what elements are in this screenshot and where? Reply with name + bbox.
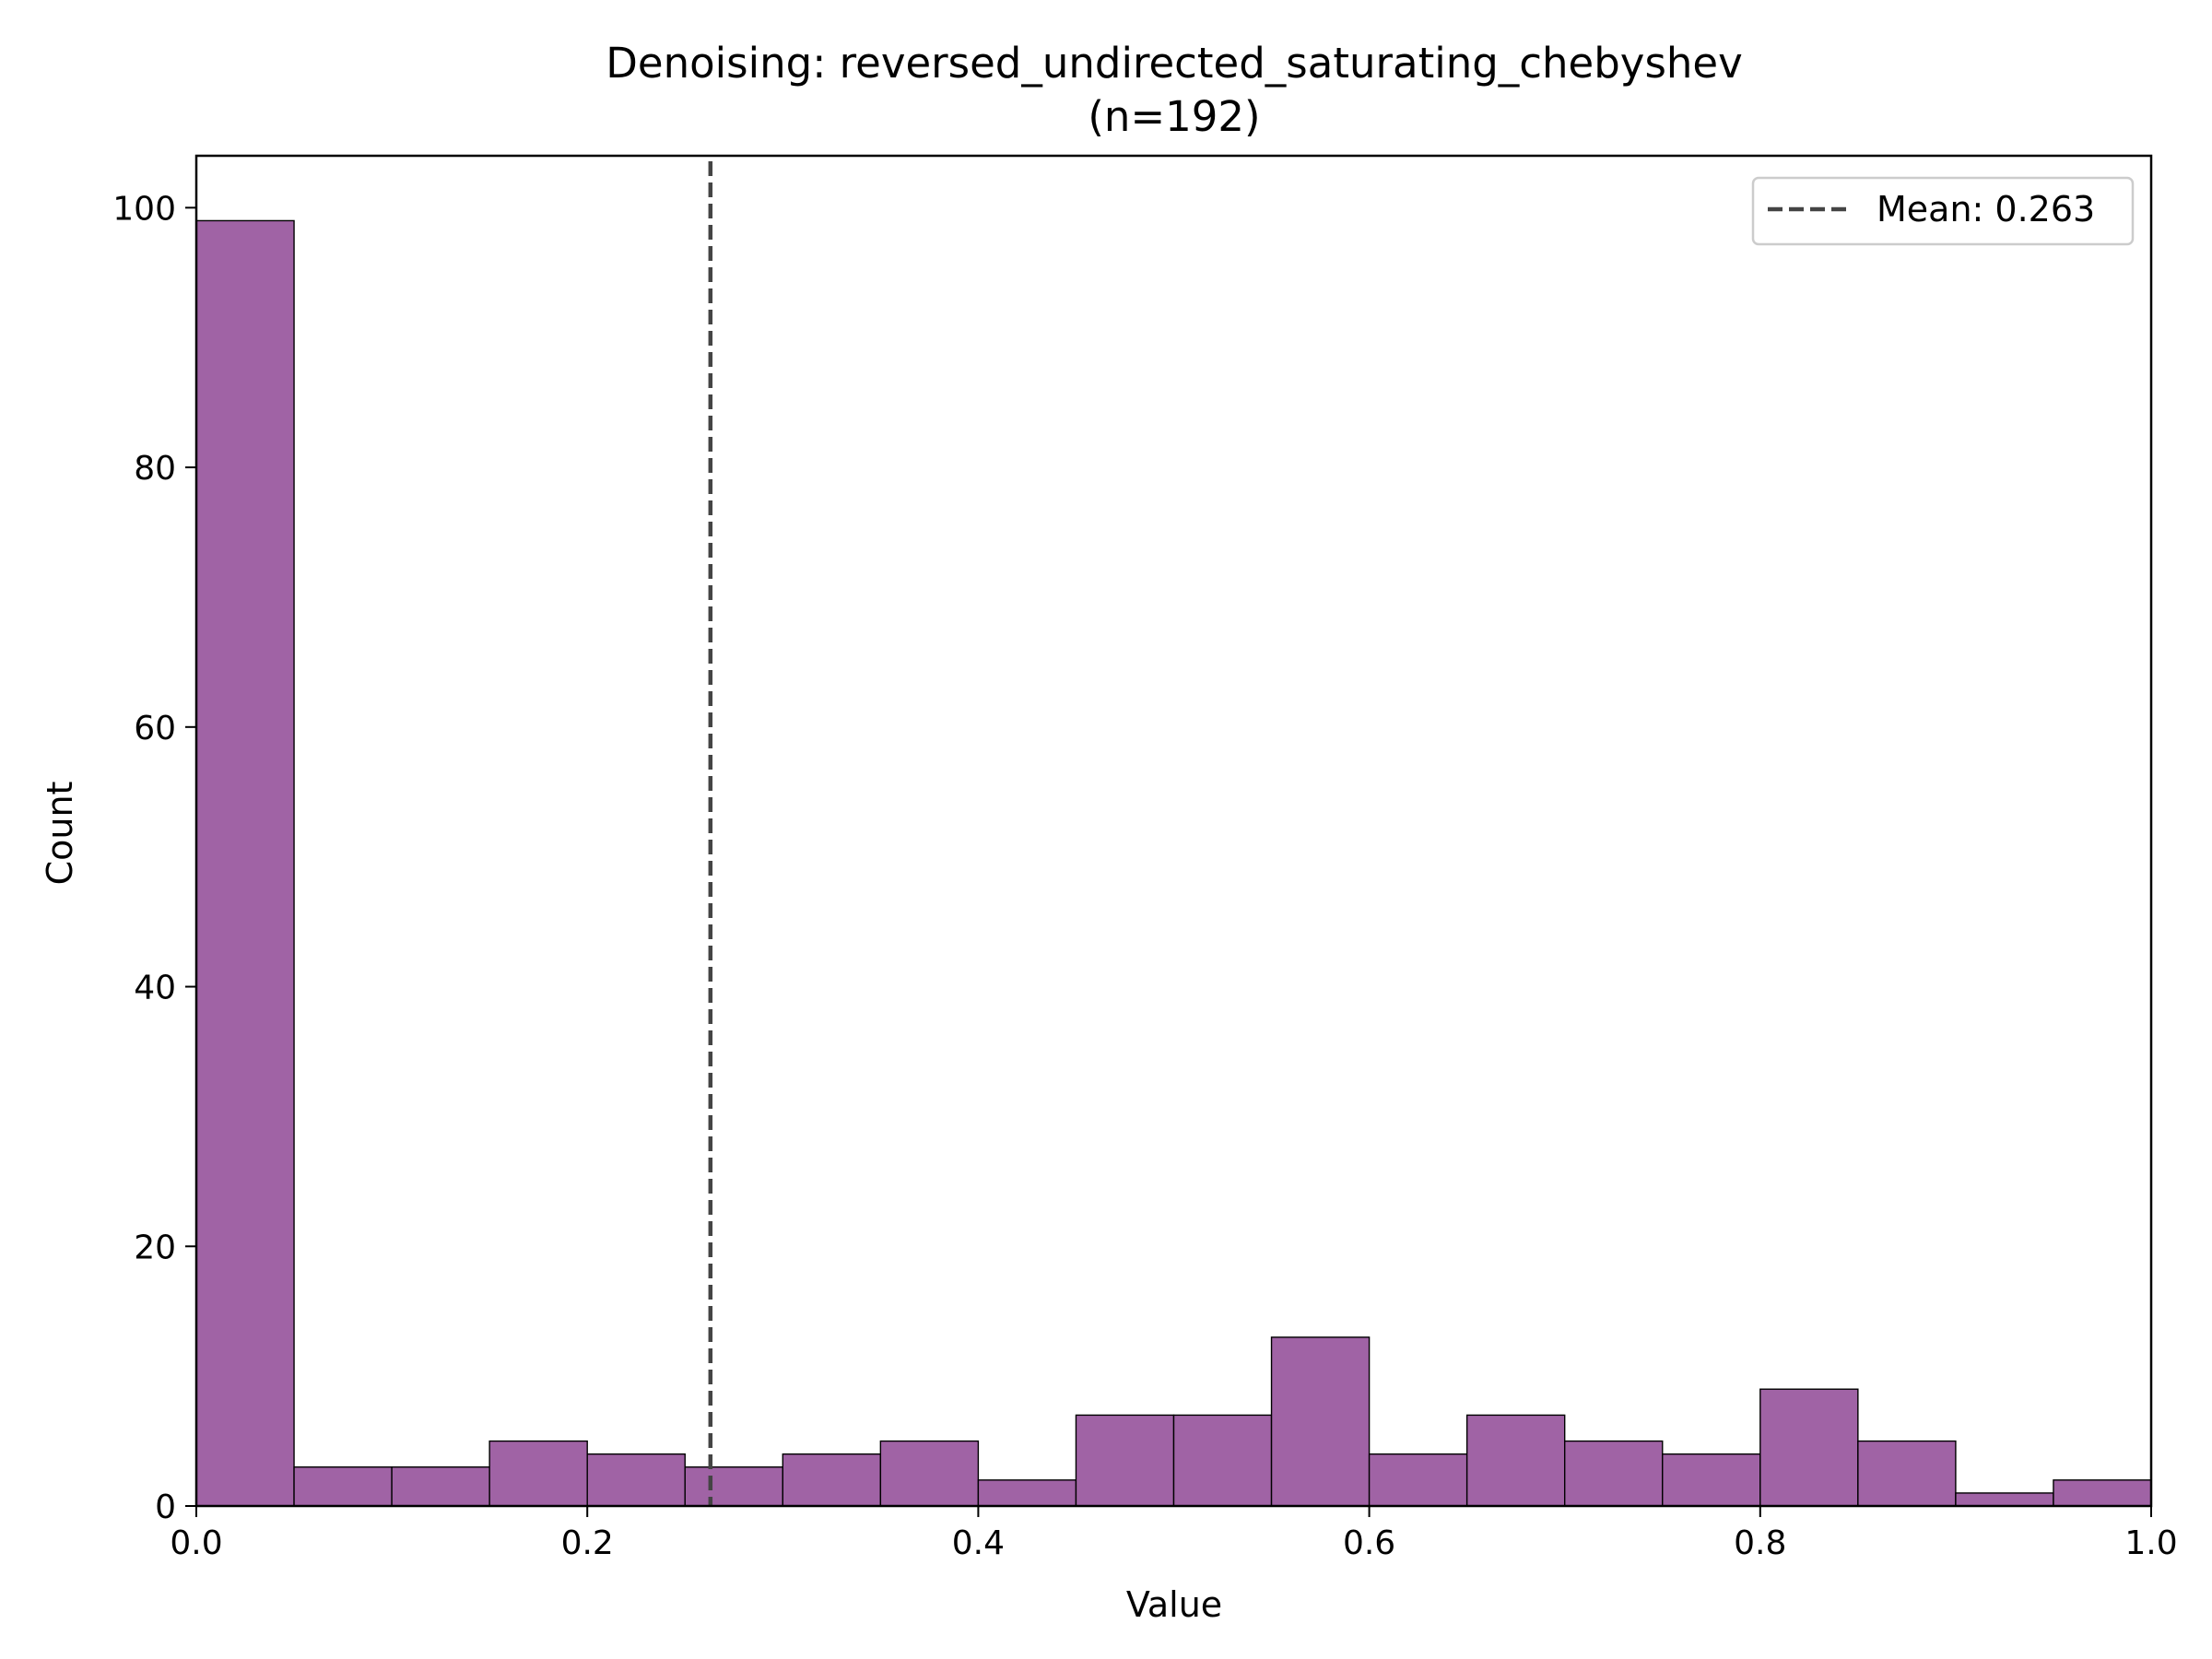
histogram-bar xyxy=(1955,1492,2054,1507)
legend-box xyxy=(1751,176,2135,246)
histogram-bar xyxy=(1759,1388,1859,1507)
histogram-bar xyxy=(1075,1414,1175,1507)
legend: Mean: 0.263 xyxy=(1751,176,2135,246)
histogram-bar xyxy=(391,1466,490,1507)
histogram-bar xyxy=(1857,1440,1957,1507)
x-tick-label: 0.6 xyxy=(1343,1524,1395,1562)
histogram-bar xyxy=(586,1453,686,1507)
y-tick-label: 100 xyxy=(112,190,176,228)
histogram-bar xyxy=(684,1466,784,1507)
histogram-bar xyxy=(488,1440,588,1507)
histogram-bar xyxy=(879,1440,980,1507)
histogram-bar xyxy=(782,1453,882,1507)
histogram-bar xyxy=(977,1479,1077,1507)
chart-subtitle: (n=192) xyxy=(1088,92,1260,141)
histogram-bar xyxy=(1368,1453,1468,1507)
x-tick-label: 0.2 xyxy=(561,1524,614,1562)
y-tick-label: 40 xyxy=(134,970,176,1007)
y-tick-label: 0 xyxy=(155,1488,176,1526)
x-axis-label: Value xyxy=(1126,1584,1222,1625)
legend-mean-label: Mean: 0.263 xyxy=(1877,189,2095,229)
y-tick-label: 60 xyxy=(134,710,176,747)
histogram-bar xyxy=(293,1466,393,1507)
histogram-bar xyxy=(195,219,295,1507)
y-tick-label: 20 xyxy=(134,1229,176,1266)
x-axis-ticks: 0.0 0.2 0.4 0.6 0.8 1.0 xyxy=(170,1506,2178,1562)
histogram-bar xyxy=(2053,1479,2152,1507)
histogram-bar xyxy=(1662,1453,1761,1507)
histogram-bar xyxy=(1270,1336,1371,1507)
x-tick-label: 0.8 xyxy=(1734,1524,1786,1562)
y-axis-label: Count xyxy=(40,782,80,886)
plot-frame xyxy=(194,154,2153,1508)
bars-group xyxy=(195,219,2152,1507)
x-tick-label: 1.0 xyxy=(2124,1524,2177,1562)
y-tick-label: 80 xyxy=(134,450,176,488)
chart-title: Denoising: reversed_undirected_saturatin… xyxy=(606,39,1742,88)
x-tick-label: 0.0 xyxy=(170,1524,222,1562)
histogram-bar xyxy=(1563,1440,1664,1507)
y-axis-ticks: 0 20 40 60 80 100 xyxy=(112,190,196,1526)
x-tick-label: 0.4 xyxy=(952,1524,1005,1562)
histogram-bar xyxy=(1465,1414,1566,1507)
histogram-bar xyxy=(1172,1414,1273,1507)
